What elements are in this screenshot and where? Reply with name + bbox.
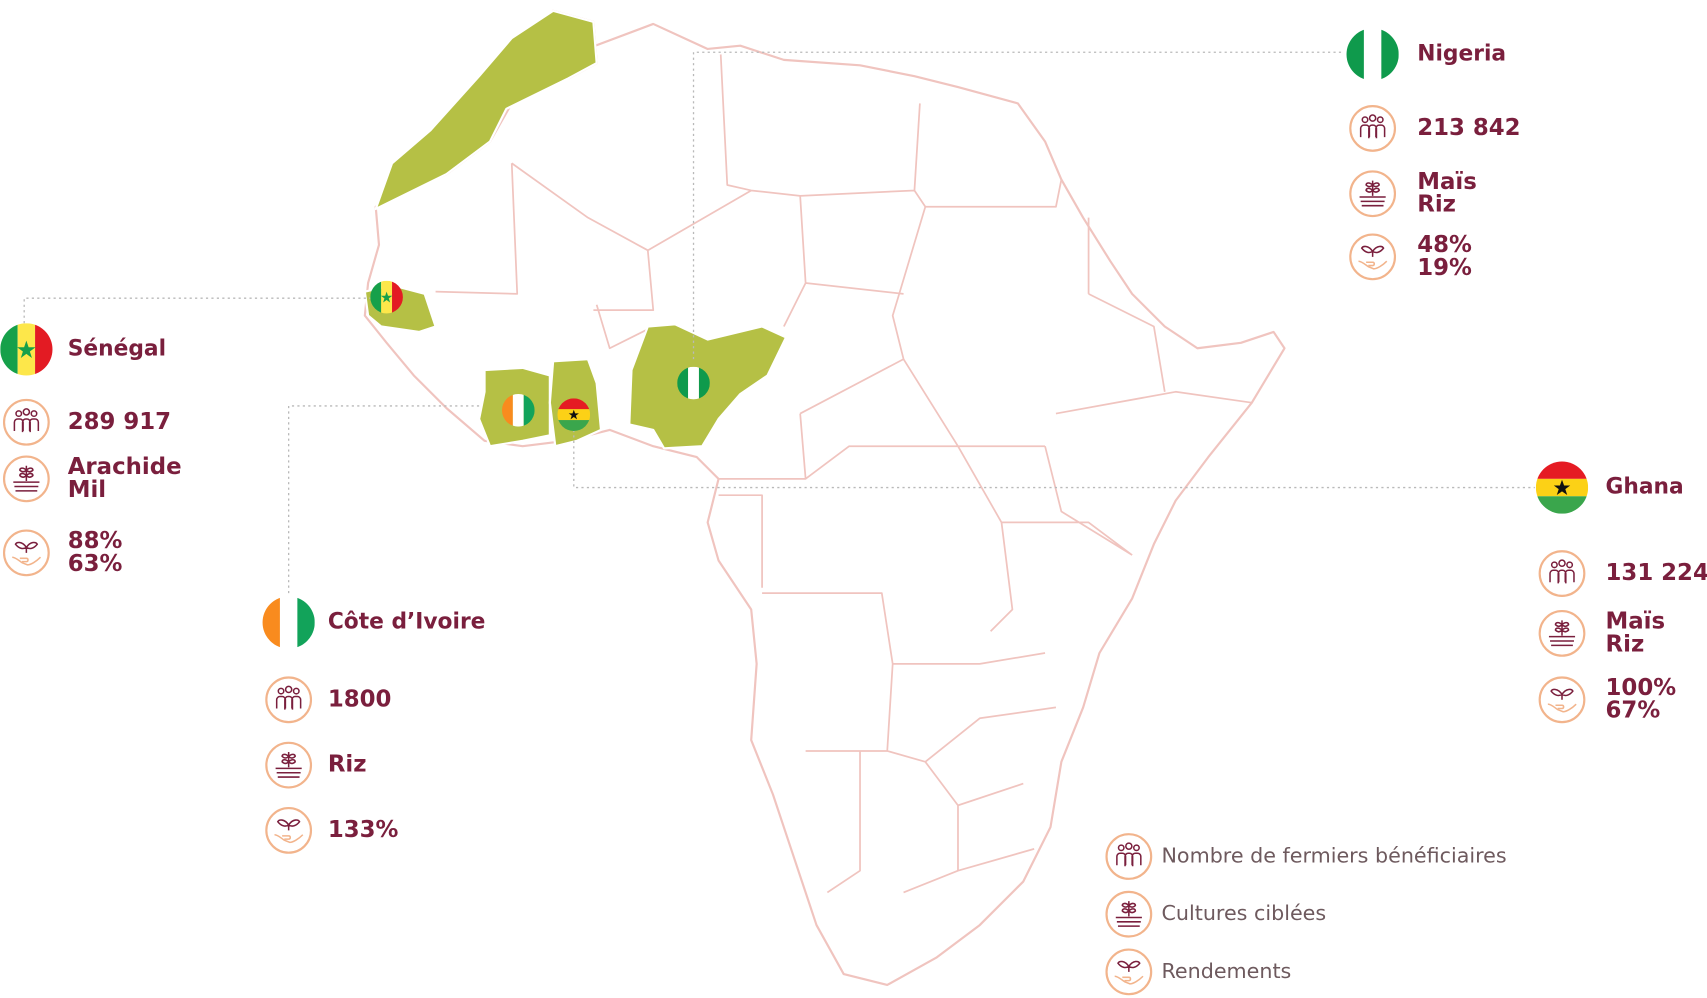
leader-nigeria: [692, 51, 1345, 360]
row-value: Riz: [328, 752, 367, 778]
country-name: Ghana: [1606, 475, 1684, 500]
map-flag-cote-divoire: [502, 394, 535, 427]
legend-label: Nombre de fermiers bénéficiaires: [1161, 844, 1506, 868]
leader-senegal: [23, 297, 371, 324]
country-name: Côte d’Ivoire: [328, 610, 486, 635]
row-value: Maïs: [1417, 169, 1477, 195]
row-icon: [265, 806, 313, 854]
row-value: Arachide: [68, 454, 182, 480]
legend: Nombre de fermiers bénéficiaires Cultures…: [1105, 833, 1507, 996]
country-name: Nigeria: [1417, 41, 1506, 66]
row-icon: [1538, 610, 1586, 657]
africa-map: [363, 9, 1286, 987]
row-value: Maïs: [1606, 608, 1666, 634]
row-value: Mil: [68, 477, 106, 503]
row-icon: [2, 455, 50, 503]
leader-cote-divoire: [288, 405, 480, 594]
country-borders: [435, 54, 1252, 894]
map-flag-ghana: [557, 398, 590, 431]
row-value: 289 917: [68, 409, 171, 435]
row-icon: [1349, 233, 1397, 281]
country-flag: [1347, 28, 1399, 80]
row-icon: [1349, 105, 1397, 152]
leader-lines: [23, 51, 1535, 594]
row-value: 100%: [1606, 675, 1677, 701]
row-value: 88%: [68, 528, 123, 554]
country-name: Sénégal: [68, 336, 166, 361]
row-value: Riz: [1606, 631, 1645, 657]
legend-label: Rendements: [1161, 959, 1291, 983]
row-value: 131 224: [1606, 560, 1707, 586]
row-icon: [1349, 170, 1397, 218]
country-flag: [1536, 461, 1588, 513]
legend-icon: [1105, 833, 1153, 880]
row-value: 19%: [1417, 255, 1472, 281]
row-icon: [1538, 550, 1586, 597]
map-flag-senegal: [370, 281, 403, 314]
row-value: 213 842: [1417, 115, 1520, 141]
map-flag-nigeria: [677, 367, 710, 400]
row-icon: [265, 676, 313, 724]
row-value: 133%: [328, 817, 399, 843]
row-value: 67%: [1606, 698, 1661, 724]
row-value: 1800: [328, 686, 392, 712]
africa-outline: [363, 9, 1286, 987]
legend-icon: [1105, 948, 1153, 996]
leader-ghana: [573, 424, 1535, 489]
row-value: 48%: [1417, 232, 1472, 258]
row-icon: [1538, 676, 1586, 724]
row-icon: [2, 398, 50, 446]
morocco-western-sahara: [374, 9, 598, 211]
legend-icon: [1105, 890, 1153, 938]
legend-label: Cultures ciblées: [1161, 901, 1326, 925]
row-icon: [265, 741, 313, 789]
row-value: Riz: [1417, 192, 1456, 218]
country-flag: [263, 596, 315, 648]
country-flag: [0, 323, 52, 375]
row-icon: [2, 529, 50, 577]
row-value: 63%: [68, 551, 123, 577]
